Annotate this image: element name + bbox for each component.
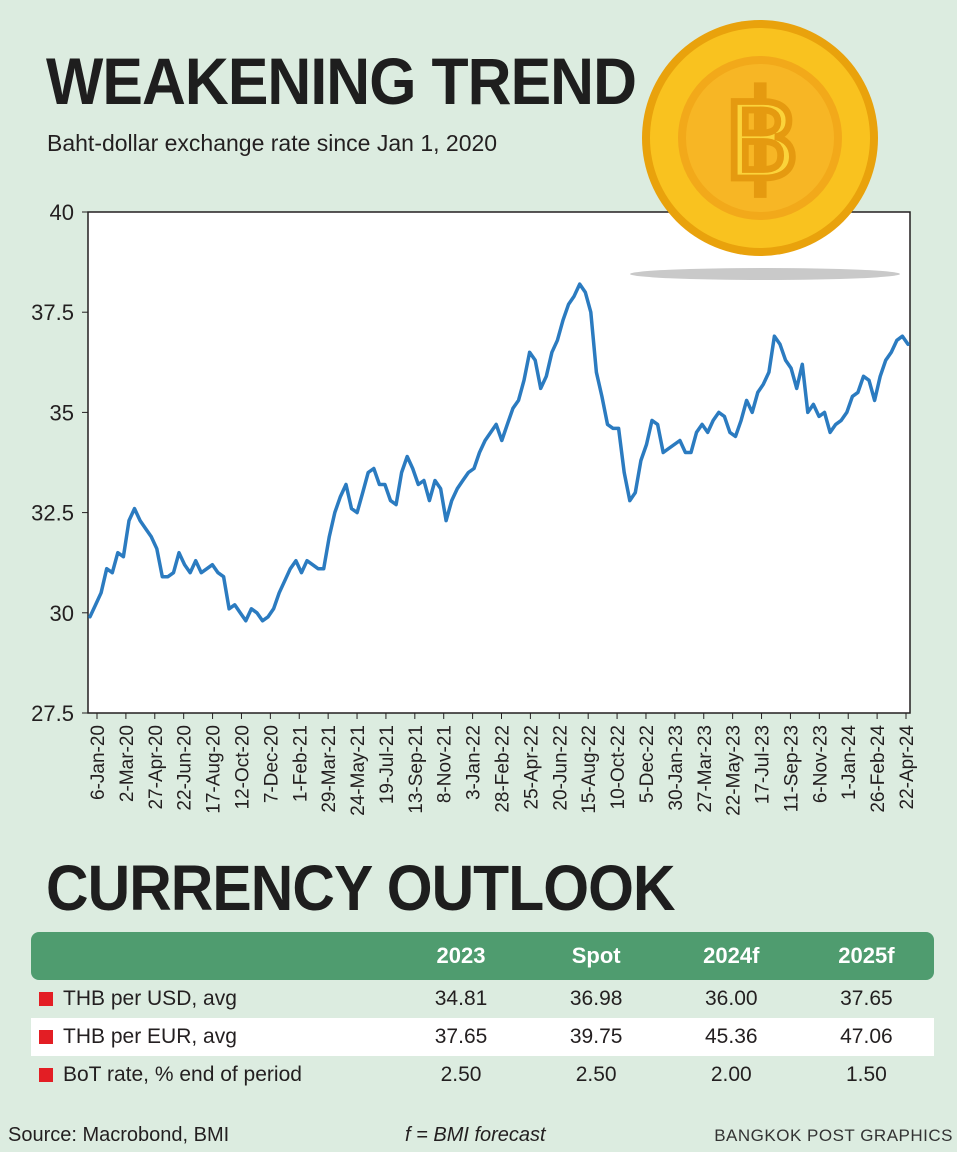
- coin-shadow: [630, 268, 900, 280]
- x-tick-label: 13-Sep-21: [406, 725, 427, 814]
- table-cell: 36.00: [705, 987, 758, 1010]
- x-tick-label: 22-Jun-20: [175, 725, 196, 811]
- table-cell: 37.65: [434, 1025, 488, 1048]
- source-note: Source: Macrobond, BMI: [8, 1124, 230, 1146]
- x-tick-label: 20-Jun-22: [550, 725, 571, 811]
- x-tick-label: 25-Apr-22: [521, 725, 542, 810]
- x-tick-label: 17-Jul-23: [753, 725, 774, 804]
- y-tick-label: 40: [50, 200, 74, 225]
- table-cell: 36.98: [569, 987, 623, 1010]
- bullet-icon: [39, 1030, 53, 1044]
- table-row: THB per USD, avg 34.81 36.98 36.00 37.65: [31, 980, 934, 1018]
- y-tick-label: 35: [50, 400, 74, 425]
- x-tick-label: 27-Mar-23: [695, 725, 716, 813]
- x-tick-label: 7-Dec-20: [261, 725, 282, 803]
- header-cell: Spot: [571, 943, 621, 968]
- x-tick-label: 24-May-21: [348, 725, 369, 816]
- table-header: 2023 Spot 2024f 2025f: [31, 932, 934, 980]
- table-cell: 1.50: [845, 1063, 887, 1086]
- x-tick-label: 1-Feb-21: [290, 725, 311, 802]
- x-tick-label: 1-Jan-24: [839, 725, 860, 800]
- table-cell: 2.50: [440, 1063, 482, 1086]
- x-tick-label: 30-Jan-23: [666, 725, 687, 811]
- graphics-credit: BANGKOK POST GRAPHICS: [714, 1126, 953, 1145]
- table-cell: 2.00: [710, 1063, 752, 1086]
- x-tick-label: 12-Oct-20: [232, 725, 253, 809]
- x-tick-label: 19-Jul-21: [377, 725, 398, 804]
- y-tick-label: 27.5: [31, 701, 74, 726]
- table-cell: 39.75: [569, 1025, 623, 1048]
- plot-area: [87, 211, 911, 714]
- x-tick-label: 22-May-23: [724, 725, 745, 816]
- x-tick-label: 3-Jan-22: [464, 725, 485, 800]
- x-tick-label: 29-Mar-21: [319, 725, 340, 813]
- table-cell: 45.36: [705, 1025, 758, 1048]
- y-tick-label: 37.5: [31, 300, 74, 325]
- currency-outlook-table: 2023 Spot 2024f 2025f THB per USD, avg 3…: [31, 932, 934, 1094]
- y-tick-label: 32.5: [31, 501, 74, 526]
- row-label: THB per EUR, avg: [63, 1025, 237, 1048]
- x-tick-label: 2-Mar-20: [117, 725, 138, 802]
- x-tick-label: 22-Apr-24: [897, 725, 918, 810]
- table-cell: 2.50: [575, 1063, 617, 1086]
- row-label: BoT rate, % end of period: [63, 1063, 302, 1086]
- x-tick-label: 28-Feb-22: [493, 725, 514, 813]
- table-cell: 37.65: [840, 987, 893, 1010]
- table-cell: 47.06: [840, 1025, 893, 1048]
- x-tick-label: 8-Nov-21: [435, 725, 456, 803]
- coin-symbol: ฿: [724, 70, 800, 204]
- x-tick-label: 10-Oct-22: [608, 725, 629, 809]
- series-line: [88, 282, 910, 623]
- x-tick-label: 26-Feb-24: [868, 725, 889, 813]
- exchange-rate-chart: 27.5 30 32.5 35 37.5 40 6-Jan-20 2-Mar-20 27-Apr…: [31, 200, 918, 816]
- x-tick-label: 17-Aug-20: [204, 725, 225, 814]
- chart-subtitle: Baht-dollar exchange rate since Jan 1, 2…: [47, 130, 498, 156]
- x-tick-label: 5-Dec-22: [637, 725, 658, 803]
- chart-title: WEAKENING TREND: [46, 44, 637, 118]
- forecast-note: f = BMI forecast: [405, 1124, 546, 1146]
- header-cell: 2024f: [703, 943, 760, 968]
- bullet-icon: [39, 1068, 53, 1082]
- x-tick-label: 27-Apr-20: [146, 725, 167, 810]
- baht-coin-icon: ฿: [642, 20, 878, 256]
- header-cell: 2025f: [838, 943, 895, 968]
- table-row: BoT rate, % end of period 2.50 2.50 2.00…: [31, 1056, 934, 1094]
- table-cell: 34.81: [434, 987, 488, 1010]
- table-row: THB per EUR, avg 37.65 39.75 45.36 47.06: [31, 1018, 934, 1056]
- bullet-icon: [39, 992, 53, 1006]
- x-tick-label: 11-Sep-23: [781, 725, 802, 812]
- x-tick-label: 6-Nov-23: [810, 725, 831, 803]
- footer: Source: Macrobond, BMI f = BMI forecast …: [0, 1124, 957, 1152]
- header-cell: 2023: [436, 943, 486, 968]
- row-label: THB per USD, avg: [63, 987, 237, 1010]
- x-tick-label: 6-Jan-20: [88, 725, 109, 800]
- y-tick-label: 30: [50, 601, 74, 626]
- x-tick-label: 15-Aug-22: [579, 725, 600, 814]
- section-title: CURRENCY OUTLOOK: [46, 852, 676, 924]
